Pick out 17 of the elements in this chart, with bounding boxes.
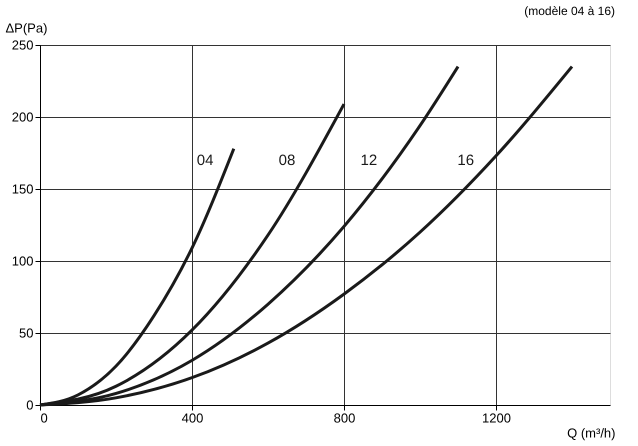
y-tick-label: 0 [26, 398, 34, 412]
series-label: 16 [457, 152, 474, 169]
y-tick-label: 150 [12, 182, 34, 196]
chart-title: (modèle 04 à 16) [524, 4, 615, 18]
x-tick-label: 1200 [482, 410, 511, 426]
x-tick-label: 400 [182, 410, 204, 426]
y-tick-label: 100 [12, 254, 34, 268]
y-axis-title: ΔP(Pa) [6, 20, 48, 36]
series-label: 04 [196, 152, 214, 169]
series-label: 08 [278, 152, 296, 169]
y-tick-label: 250 [12, 38, 34, 52]
y-tick-label: 200 [12, 110, 34, 124]
x-axis-title: Q (m³/h) [567, 426, 616, 440]
x-tick-label: 800 [334, 410, 356, 426]
x-tick-label: 0 [40, 410, 48, 426]
series-label: 12 [360, 152, 378, 169]
y-tick-label: 50 [19, 326, 34, 340]
